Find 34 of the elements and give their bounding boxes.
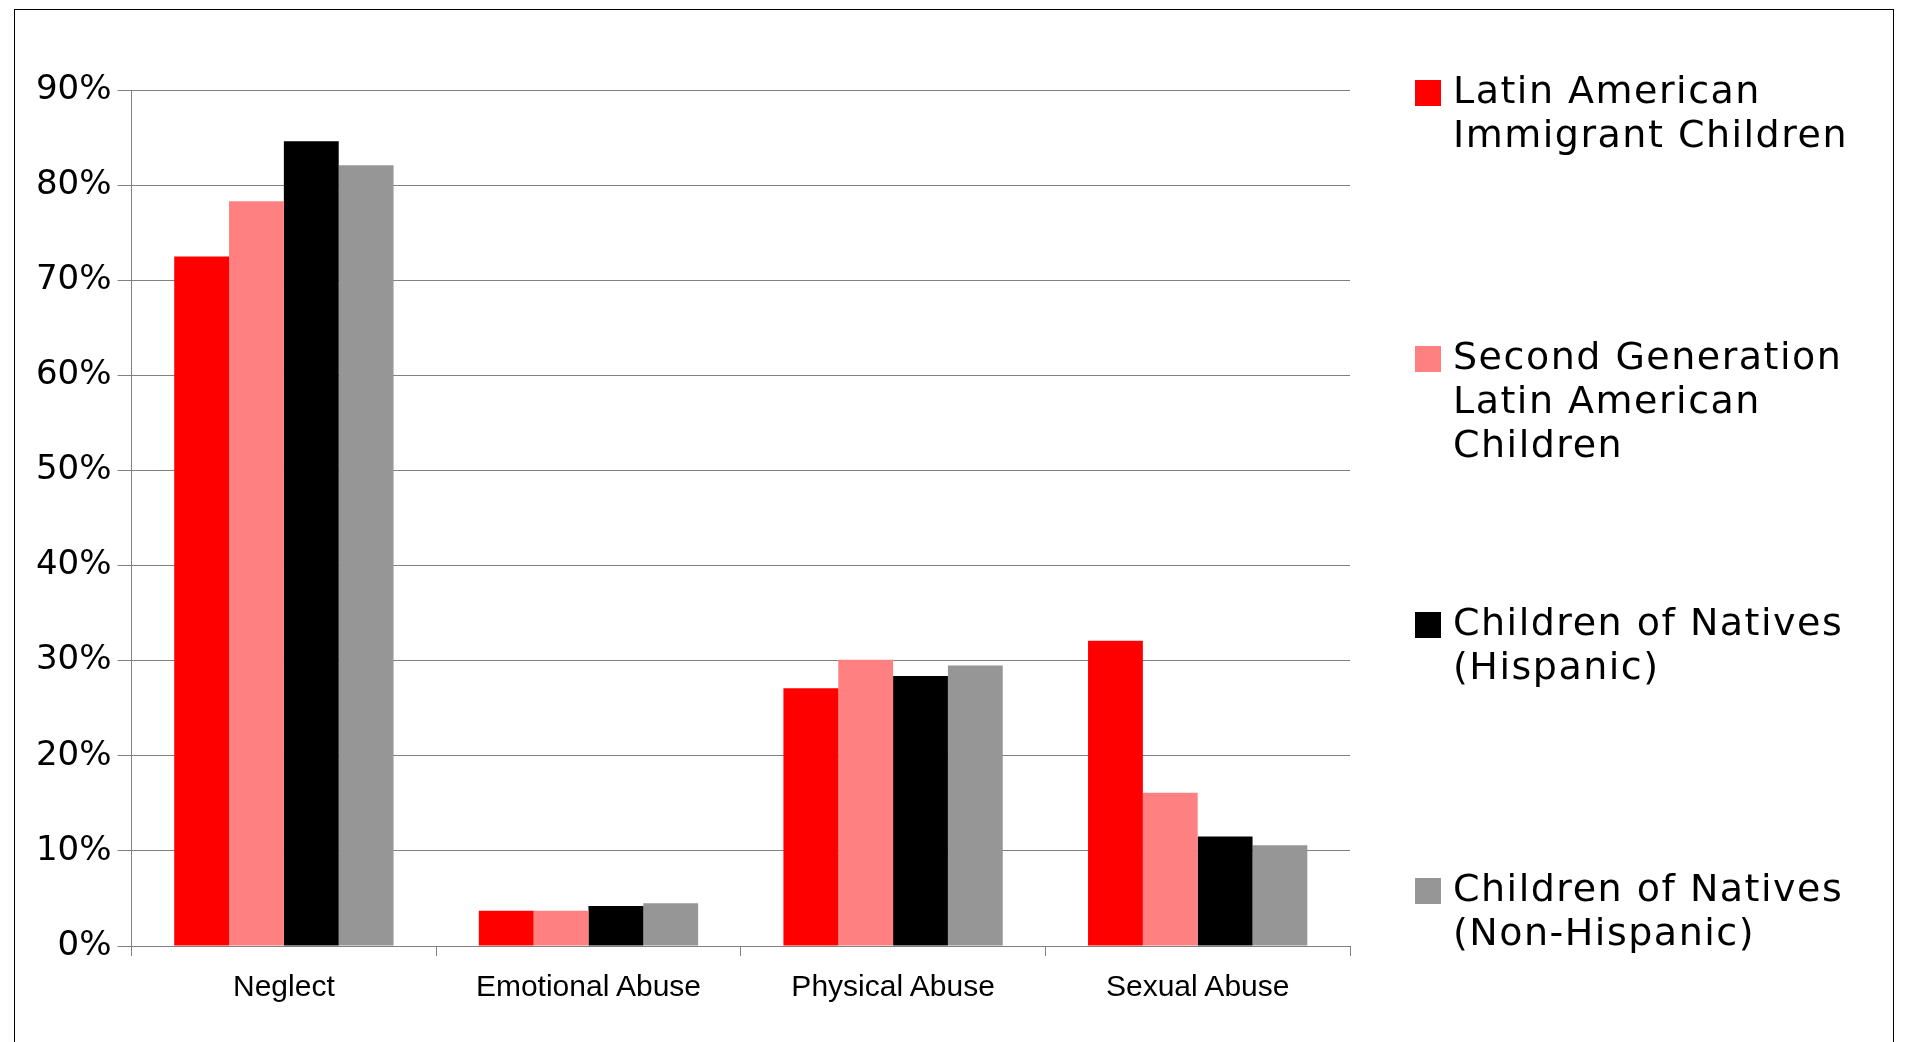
x-tick-label: Emotional Abuse: [475, 969, 702, 1003]
y-tick-label: 90%: [35, 66, 112, 107]
bar: [1142, 792, 1198, 946]
bar: [1197, 836, 1253, 946]
legend-label: Second Generation Latin American Children: [1453, 334, 1844, 466]
y-tick-label: 0%: [57, 922, 112, 963]
bar: [783, 688, 839, 946]
legend-label: Children of Natives (Non-Hispanic): [1453, 866, 1845, 954]
y-tick-label: 60%: [35, 352, 112, 393]
y-tick-label: 40%: [35, 542, 112, 583]
bar: [1088, 640, 1143, 946]
bar: [893, 675, 948, 946]
bar: [838, 659, 894, 946]
x-tick-label: Neglect: [233, 969, 336, 1003]
bar: [947, 665, 1003, 946]
bar: [338, 165, 394, 946]
bar: [283, 141, 339, 946]
legend-label: Latin American Immigrant Children: [1453, 68, 1849, 156]
y-tick-label: 20%: [35, 732, 112, 773]
bar: [174, 256, 230, 946]
y-tick-label: 10%: [35, 827, 112, 868]
x-tick-label: Physical Abuse: [791, 969, 995, 1003]
bar: [643, 903, 699, 946]
bar: [478, 910, 534, 946]
y-tick-label: 70%: [35, 257, 112, 298]
bar: [1252, 845, 1308, 946]
bar: [533, 910, 589, 946]
bar: [229, 201, 284, 946]
y-tick-label: 80%: [35, 161, 112, 202]
y-tick-label: 50%: [35, 447, 112, 488]
bar: [588, 906, 644, 946]
legend-label: Children of Natives (Hispanic): [1453, 600, 1845, 688]
x-tick-label: Sexual Abuse: [1105, 969, 1290, 1003]
y-tick-label: 30%: [35, 637, 112, 678]
